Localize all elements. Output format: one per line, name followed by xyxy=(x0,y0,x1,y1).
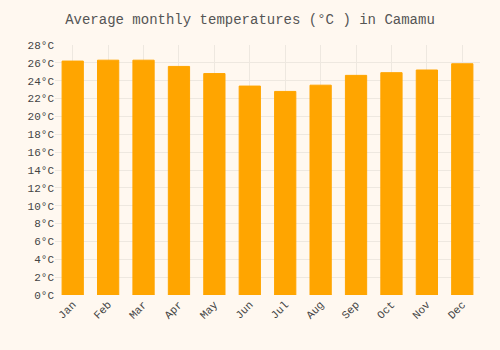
svg-text:Sep: Sep xyxy=(340,299,362,321)
svg-text:2°C: 2°C xyxy=(34,272,54,284)
svg-text:Mar: Mar xyxy=(127,299,149,321)
svg-text:Aug: Aug xyxy=(304,299,326,321)
svg-text:28°C: 28°C xyxy=(28,40,55,52)
svg-text:22°C: 22°C xyxy=(28,93,55,105)
svg-text:Jan: Jan xyxy=(56,299,78,321)
svg-text:10°C: 10°C xyxy=(28,201,55,213)
svg-text:May: May xyxy=(198,299,221,322)
svg-text:12°C: 12°C xyxy=(28,183,55,195)
svg-text:16°C: 16°C xyxy=(28,147,55,159)
svg-text:20°C: 20°C xyxy=(28,111,55,123)
svg-text:Jun: Jun xyxy=(233,299,255,321)
svg-text:Oct: Oct xyxy=(375,299,397,321)
svg-text:18°C: 18°C xyxy=(28,129,55,141)
svg-text:Average monthly temperatures (: Average monthly temperatures (°C ) in Ca… xyxy=(65,12,435,28)
svg-text:6°C: 6°C xyxy=(34,236,54,248)
svg-text:0°C: 0°C xyxy=(34,290,54,302)
svg-text:Jul: Jul xyxy=(269,299,291,321)
svg-text:14°C: 14°C xyxy=(28,165,55,177)
svg-text:4°C: 4°C xyxy=(34,254,54,266)
svg-text:8°C: 8°C xyxy=(34,218,54,230)
svg-text:Feb: Feb xyxy=(92,299,114,321)
svg-text:Dec: Dec xyxy=(446,299,468,321)
svg-text:26°C: 26°C xyxy=(28,58,55,70)
svg-text:24°C: 24°C xyxy=(28,76,55,88)
svg-text:Apr: Apr xyxy=(162,299,184,321)
svg-text:Nov: Nov xyxy=(410,299,433,322)
